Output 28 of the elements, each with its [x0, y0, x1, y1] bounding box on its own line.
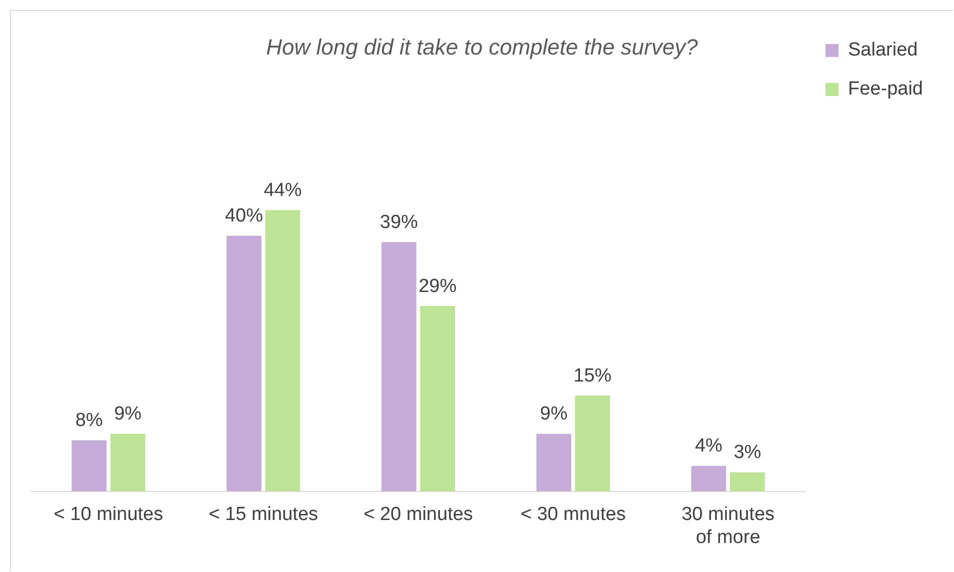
data-label: 3% [734, 442, 762, 463]
bar [420, 306, 456, 492]
bar [381, 242, 416, 492]
x-tick-label: < 30 mnutes [520, 504, 626, 526]
bar [691, 466, 726, 492]
bar [536, 434, 572, 492]
data-label: 40% [224, 205, 264, 226]
legend-label: Salaried [848, 40, 918, 61]
x-tick-label: < 20 minutes [364, 504, 473, 526]
x-tick-label: < 10 minutes [54, 504, 164, 526]
bar [72, 440, 107, 492]
data-label: 8% [75, 410, 103, 431]
bar [575, 396, 610, 492]
data-label: 15% [574, 365, 612, 386]
bar [730, 472, 765, 492]
x-tick-label: 30 minutes of more [682, 504, 775, 548]
bar [110, 434, 146, 492]
bar [265, 210, 300, 492]
data-label: 39% [380, 212, 418, 233]
data-label: 4% [694, 436, 723, 457]
bar [226, 236, 262, 492]
data-label: 29% [418, 276, 457, 297]
x-tick-label: < 15 minutes [208, 504, 318, 526]
data-label: 9% [114, 404, 142, 425]
data-label: 9% [540, 404, 568, 425]
data-label: 44% [264, 180, 302, 201]
legend-label: Fee-paid [848, 78, 924, 100]
chart-title: How long did it take to complete the survey? [266, 34, 699, 60]
